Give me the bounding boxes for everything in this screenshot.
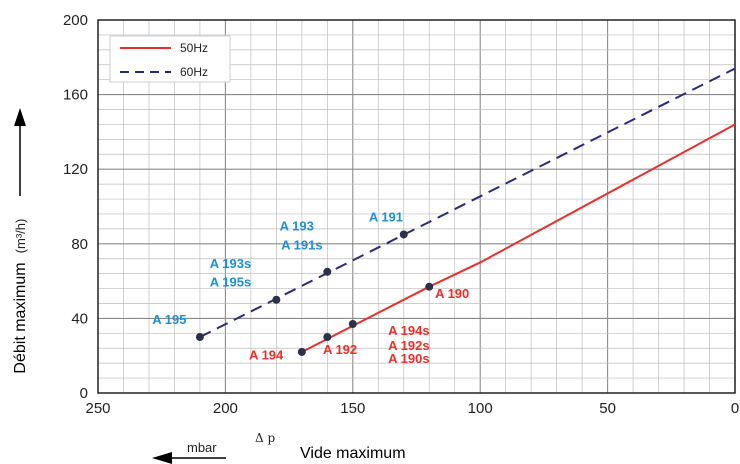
x-axis-arrow-icon [152, 452, 172, 464]
point-label: A 190 [435, 286, 469, 301]
point-label: A 194s [388, 323, 429, 338]
y-axis-arrow-icon [14, 108, 26, 126]
y-tick-label: 80 [71, 236, 88, 253]
x-axis-unit: mbar [187, 440, 217, 455]
point-label: A 195s [210, 275, 251, 290]
y-axis-title: Débit maximum [12, 262, 29, 373]
y-axis-title-group: Débit maximum (m³/h) [12, 108, 29, 374]
point-label: A 192s [388, 338, 429, 353]
series-line-60hz [199, 67, 736, 338]
legend: 50Hz 60Hz [109, 35, 231, 83]
plot-frame [97, 19, 736, 394]
point-label: A 190s [388, 351, 429, 366]
legend-box [109, 35, 231, 83]
x-axis-symbol: Δ p [255, 431, 275, 445]
x-axis-title-group: mbar Δ p Vide maximum [152, 431, 406, 464]
x-tick-label: 250 [85, 400, 110, 417]
y-tick-label: 120 [63, 161, 88, 178]
y-tick-label: 160 [63, 87, 88, 104]
point-label: A 194 [249, 347, 284, 362]
y-tick-label: 0 [80, 385, 88, 402]
x-tick-label: 50 [599, 400, 616, 417]
point-label: A 191s [281, 237, 322, 252]
legend-60hz-label: 60Hz [180, 65, 208, 79]
legend-50hz-label: 50Hz [180, 41, 208, 55]
x-axis-title: Vide maximum [300, 445, 406, 462]
point-label: A 191 [369, 209, 403, 224]
point-label: A 192 [323, 342, 357, 357]
point-label: A 195 [152, 312, 186, 327]
series-lines [199, 67, 736, 353]
y-axis-unit: (m³/h) [13, 219, 28, 254]
tick-labels: 250 200 150 100 50 0 0 40 80 120 160 200 [63, 12, 739, 417]
data-point [323, 267, 332, 276]
point-label: A 193 [280, 219, 314, 234]
data-point [272, 295, 281, 304]
data-point [297, 347, 306, 356]
data-point [195, 333, 204, 342]
x-tick-label: 0 [731, 400, 739, 417]
grid [97, 19, 736, 394]
x-tick-label: 150 [340, 400, 365, 417]
point-label: A 193s [210, 256, 251, 271]
series-line-50hz [301, 123, 736, 353]
y-tick-label: 40 [71, 310, 88, 327]
data-points [195, 230, 434, 356]
data-point [323, 333, 332, 342]
data-point [425, 282, 434, 291]
data-point [348, 319, 357, 328]
y-tick-label: 200 [63, 12, 88, 29]
data-point [399, 230, 408, 239]
x-tick-label: 200 [213, 400, 238, 417]
point-annotations: A 195 A 193s A 195s A 193 A 191s A 191 A 190 A … [152, 209, 469, 366]
x-tick-label: 100 [468, 400, 493, 417]
